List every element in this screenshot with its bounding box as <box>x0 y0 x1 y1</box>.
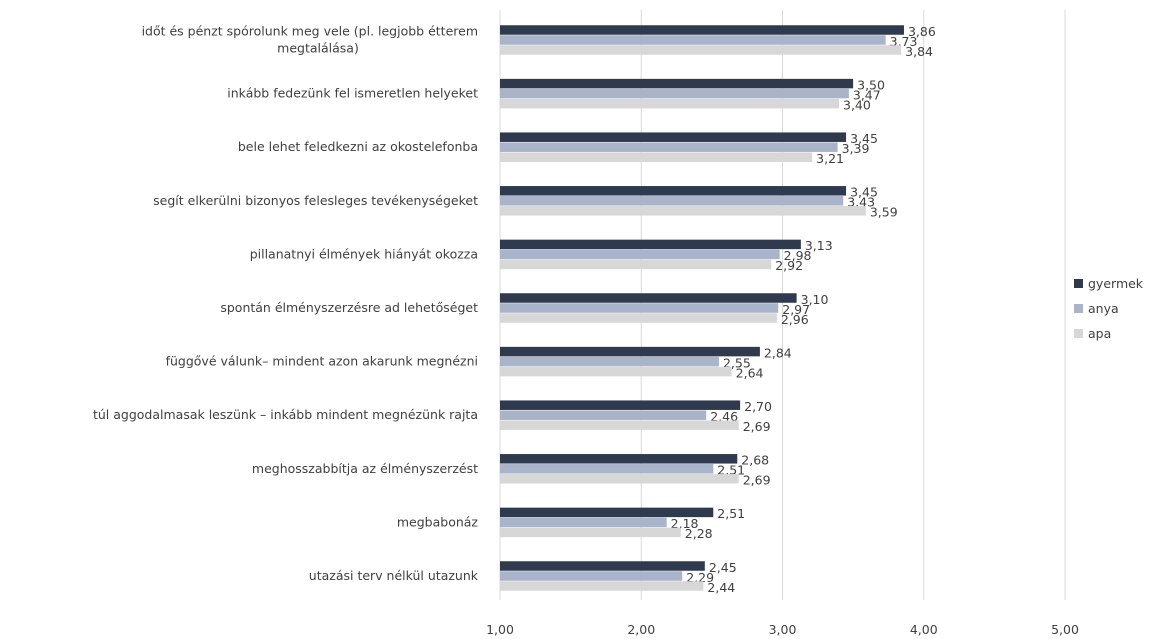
bar-apa <box>500 366 732 377</box>
data-label: 3,50 <box>857 77 885 92</box>
bar-apa <box>500 527 681 538</box>
legend: gyermek anya apa <box>1074 276 1144 341</box>
x-tick-label: 5,00 <box>1051 622 1079 637</box>
legend-label: gyermek <box>1088 276 1144 291</box>
bar-anya <box>500 356 719 367</box>
category-label: megtalálása) <box>277 41 359 56</box>
bar-gyermek <box>500 454 738 464</box>
data-label: 3,84 <box>905 44 933 59</box>
bar-apa <box>500 98 839 109</box>
bar-apa <box>500 152 813 162</box>
bar-gyermek <box>500 293 797 303</box>
bar-anya <box>500 142 838 152</box>
category-label: inkább fedezünk fel ismeretlen helyeket <box>227 86 478 101</box>
data-label: 2,68 <box>741 453 769 468</box>
bar-apa <box>500 474 739 484</box>
data-label: 2,84 <box>764 345 792 360</box>
data-label: 3,47 <box>853 87 881 102</box>
category-label: pillanatnyi élmények hiányát okozza <box>250 246 478 261</box>
data-label: 3,40 <box>843 97 871 112</box>
data-label: 3,59 <box>870 205 898 220</box>
bar-anya <box>500 249 780 260</box>
data-label: 3,39 <box>842 141 870 156</box>
bar-apa <box>500 45 902 55</box>
x-tick-label: 3,00 <box>769 622 797 637</box>
legend-swatch-apa <box>1074 329 1083 338</box>
data-label: 3,21 <box>816 151 844 166</box>
category-labels: időt és pénzt spórolunk meg vele (pl. le… <box>93 24 479 584</box>
data-label: 2,69 <box>743 473 771 488</box>
legend-swatch-gyermek <box>1074 279 1083 288</box>
bar-anya <box>500 35 886 45</box>
data-label: 2,51 <box>717 506 745 521</box>
category-label: segít elkerülni bizonyos felesleges tevé… <box>153 193 478 208</box>
data-label: 2,28 <box>685 526 713 541</box>
bar-anya <box>500 464 714 474</box>
bar-gyermek <box>500 561 705 571</box>
bar-gyermek <box>500 78 854 89</box>
data-label: 2,70 <box>744 399 772 414</box>
bars: 3,863,733,843,503,473,403,453,393,213,45… <box>500 24 936 595</box>
bar-apa <box>500 206 866 216</box>
legend-swatch-anya <box>1074 304 1083 313</box>
bar-gyermek <box>500 239 801 250</box>
bar-gyermek <box>500 132 847 142</box>
legend-label: apa <box>1088 326 1111 341</box>
data-label: 3,73 <box>890 34 918 49</box>
bar-anya <box>500 88 849 99</box>
category-label: függővé válunk– mindent azon akarunk meg… <box>166 354 478 369</box>
bar-anya <box>500 571 683 581</box>
bar-anya <box>500 410 707 420</box>
category-label: túl aggodalmasak leszünk – inkább minden… <box>93 407 478 422</box>
x-tick-label: 2,00 <box>627 622 655 637</box>
bar-apa <box>500 313 777 323</box>
data-label: 3,45 <box>850 131 878 146</box>
category-label: utazási terv nélkül utazunk <box>309 568 479 583</box>
bar-gyermek <box>500 507 714 518</box>
data-label: 3,43 <box>847 195 875 210</box>
data-label: 3,13 <box>805 238 833 253</box>
data-label: 2,96 <box>781 312 809 327</box>
data-label: 2,51 <box>717 463 745 478</box>
x-tick-label: 4,00 <box>910 622 938 637</box>
data-label: 3,45 <box>850 185 878 200</box>
data-label: 2,46 <box>710 409 738 424</box>
data-label: 2,98 <box>784 248 812 263</box>
x-tick-label: 1,00 <box>486 622 514 637</box>
bar-anya <box>500 517 667 528</box>
data-label: 2,44 <box>707 580 735 595</box>
bar-gyermek <box>500 25 904 35</box>
data-label: 2,97 <box>782 302 810 317</box>
data-label: 3,10 <box>801 292 829 307</box>
bar-apa <box>500 581 704 591</box>
data-label: 2,64 <box>736 365 764 380</box>
legend-label: anya <box>1088 301 1119 316</box>
bar-apa <box>500 259 772 270</box>
bar-anya <box>500 196 844 206</box>
data-label: 2,45 <box>709 560 737 575</box>
data-label: 2,29 <box>686 570 714 585</box>
data-label: 2,92 <box>775 258 803 273</box>
data-label: 2,69 <box>743 419 771 434</box>
category-label: meghosszabbítja az élményszerzést <box>252 461 478 476</box>
data-label: 2,18 <box>671 516 699 531</box>
bar-gyermek <box>500 186 847 196</box>
category-label: megbabonáz <box>397 514 479 529</box>
category-label: bele lehet feledkezni az okostelefonba <box>238 139 478 154</box>
category-label: spontán élményszerzésre ad lehetőséget <box>220 300 478 315</box>
data-label: 3,86 <box>908 24 936 39</box>
bar-anya <box>500 303 779 313</box>
x-tick-labels: 1,00 2,00 3,00 4,00 5,00 <box>486 622 1079 637</box>
category-label: időt és pénzt spórolunk meg vele (pl. le… <box>142 24 478 39</box>
bar-gyermek <box>500 400 741 410</box>
bar-apa <box>500 420 739 430</box>
data-label: 2,55 <box>723 355 751 370</box>
bar-gyermek <box>500 346 760 357</box>
